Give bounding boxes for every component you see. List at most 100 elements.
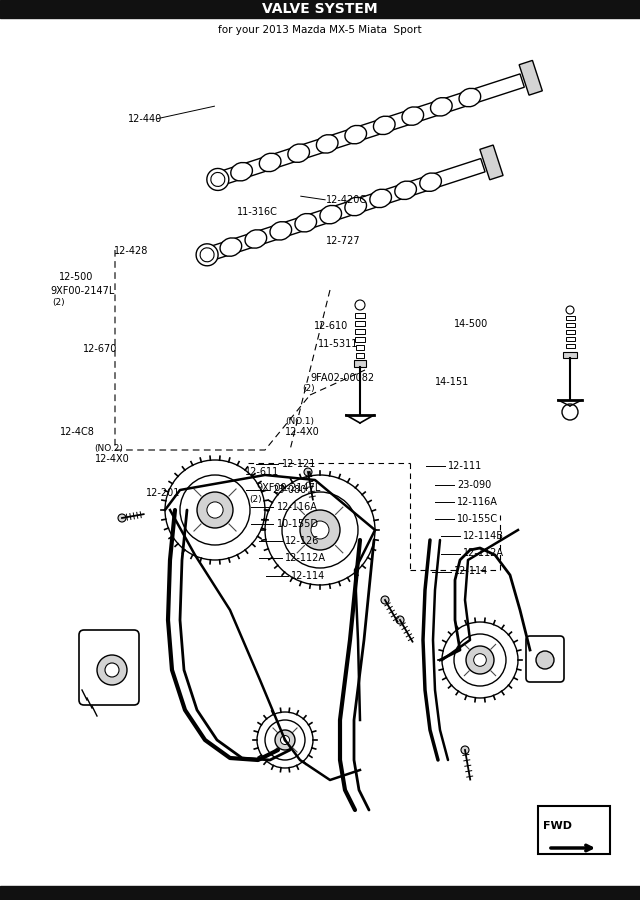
Circle shape xyxy=(454,634,506,686)
Circle shape xyxy=(257,712,313,768)
Circle shape xyxy=(461,746,469,754)
Text: (2): (2) xyxy=(52,298,65,307)
Bar xyxy=(356,353,364,358)
Circle shape xyxy=(265,720,305,760)
Bar xyxy=(0,886,640,900)
Text: (2): (2) xyxy=(250,495,262,504)
Polygon shape xyxy=(519,60,542,95)
Polygon shape xyxy=(480,145,503,180)
Text: 11-316C: 11-316C xyxy=(237,207,278,218)
Text: 9XF00-2147L: 9XF00-2147L xyxy=(50,285,115,296)
Ellipse shape xyxy=(231,163,252,181)
Text: 12-4X0: 12-4X0 xyxy=(285,427,319,437)
Ellipse shape xyxy=(320,205,342,224)
Ellipse shape xyxy=(395,181,417,200)
Circle shape xyxy=(282,492,358,568)
Circle shape xyxy=(355,300,365,310)
Text: (NO.1): (NO.1) xyxy=(285,417,314,426)
Circle shape xyxy=(165,460,265,560)
Text: 9FA02-00082: 9FA02-00082 xyxy=(310,373,374,383)
Bar xyxy=(566,337,575,341)
Text: 12-114B: 12-114B xyxy=(463,531,504,542)
Text: 23-080: 23-080 xyxy=(272,484,307,495)
Text: 9XF00-2147L: 9XF00-2147L xyxy=(256,482,321,493)
Ellipse shape xyxy=(196,244,218,266)
Circle shape xyxy=(566,306,574,314)
Text: 12-111: 12-111 xyxy=(448,461,483,472)
Ellipse shape xyxy=(402,107,424,125)
Bar xyxy=(355,337,365,342)
Ellipse shape xyxy=(420,173,442,192)
Text: 23-090: 23-090 xyxy=(457,480,492,491)
Circle shape xyxy=(105,663,119,677)
Bar xyxy=(0,0,640,18)
Circle shape xyxy=(442,622,518,698)
Text: 12-112A: 12-112A xyxy=(463,548,504,559)
Text: (2): (2) xyxy=(302,384,315,393)
Polygon shape xyxy=(216,74,524,186)
Circle shape xyxy=(180,475,250,545)
Ellipse shape xyxy=(220,238,242,256)
Bar xyxy=(356,345,364,350)
Bar xyxy=(355,313,365,318)
Text: FWD: FWD xyxy=(543,821,573,831)
Bar xyxy=(563,352,577,358)
Text: 14-500: 14-500 xyxy=(454,319,489,329)
Text: VALVE SYSTEM: VALVE SYSTEM xyxy=(262,2,378,16)
Text: 12-116A: 12-116A xyxy=(457,497,498,508)
Bar xyxy=(355,329,365,334)
Circle shape xyxy=(536,651,554,669)
Bar xyxy=(566,344,575,348)
Text: 12-611: 12-611 xyxy=(244,466,279,477)
Circle shape xyxy=(197,492,233,528)
Bar xyxy=(566,323,575,327)
Text: 12-420C: 12-420C xyxy=(326,194,367,205)
Circle shape xyxy=(265,475,375,585)
Ellipse shape xyxy=(295,213,317,232)
Ellipse shape xyxy=(316,135,338,153)
Text: 10-155C: 10-155C xyxy=(457,514,498,525)
Ellipse shape xyxy=(288,144,310,162)
Ellipse shape xyxy=(370,189,392,208)
Text: 12-670: 12-670 xyxy=(83,344,118,355)
Ellipse shape xyxy=(211,173,225,186)
Ellipse shape xyxy=(345,197,367,216)
Bar xyxy=(354,360,366,367)
Text: 12-500: 12-500 xyxy=(59,272,93,283)
Ellipse shape xyxy=(431,97,452,116)
Text: 12-610: 12-610 xyxy=(314,320,349,331)
Text: 12-112A: 12-112A xyxy=(285,553,326,563)
Circle shape xyxy=(474,653,486,666)
Circle shape xyxy=(118,514,126,522)
Ellipse shape xyxy=(459,88,481,107)
Text: 12-4C8: 12-4C8 xyxy=(60,427,94,437)
Text: 12-126: 12-126 xyxy=(285,536,319,546)
Circle shape xyxy=(381,596,389,604)
Bar xyxy=(566,330,575,334)
Circle shape xyxy=(207,502,223,518)
Ellipse shape xyxy=(259,153,281,172)
Circle shape xyxy=(562,404,578,420)
FancyBboxPatch shape xyxy=(526,636,564,682)
Text: 10-155D: 10-155D xyxy=(276,518,319,529)
Ellipse shape xyxy=(270,221,292,240)
Text: 12-121: 12-121 xyxy=(282,459,316,470)
Ellipse shape xyxy=(207,168,229,191)
Ellipse shape xyxy=(200,248,214,262)
Text: 12-114: 12-114 xyxy=(291,571,326,581)
Circle shape xyxy=(280,735,289,744)
Circle shape xyxy=(97,655,127,685)
Circle shape xyxy=(311,521,329,539)
Text: 12-428: 12-428 xyxy=(114,246,148,256)
Text: 12-440: 12-440 xyxy=(128,113,163,124)
Text: 12-727: 12-727 xyxy=(326,236,361,247)
Bar xyxy=(355,321,365,326)
Ellipse shape xyxy=(345,125,367,144)
Text: 12-4X0: 12-4X0 xyxy=(95,454,129,464)
Bar xyxy=(566,316,575,320)
Polygon shape xyxy=(205,158,485,262)
Text: 12-116A: 12-116A xyxy=(276,501,317,512)
Circle shape xyxy=(304,468,312,476)
FancyBboxPatch shape xyxy=(79,630,139,705)
Ellipse shape xyxy=(374,116,395,135)
